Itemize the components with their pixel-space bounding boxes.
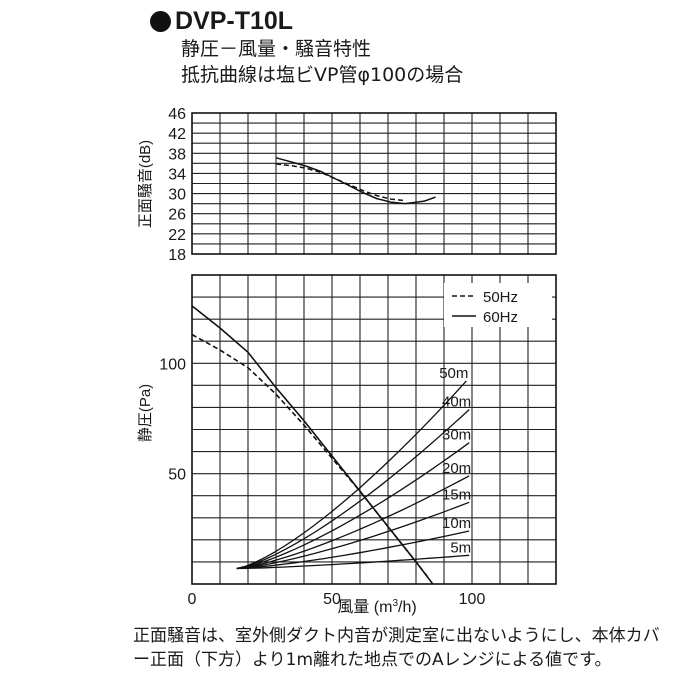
resistance-label-5m: 5m [450, 539, 471, 556]
legend-label: 50Hz [483, 289, 518, 306]
resistance-curve-20m [236, 475, 470, 570]
resistance-label-20m: 20m [442, 460, 471, 477]
resistance-curve-30m [236, 442, 470, 570]
resistance-curve-50m [236, 380, 467, 570]
pressure-frame [191, 274, 557, 585]
pressure-panel: 50 100 0 50 100 50m 40m 30m 20m 15m 10m 5m 50Hz 60Hz [159, 274, 557, 608]
noise-line-50Hz [275, 163, 405, 202]
model-title: DVP-T10L [150, 6, 463, 36]
noise-frame [191, 112, 557, 255]
noise-line-60Hz [275, 157, 436, 205]
pressure-tick-label: 50 [168, 467, 186, 484]
resistance-curve-40m [236, 409, 470, 570]
noise-tick-label: 34 [168, 166, 186, 183]
airflow-tick-label: 100 [459, 591, 486, 608]
noise-tick-label: 38 [168, 146, 186, 163]
noise-tick-label: 42 [168, 126, 186, 143]
subtitle-resistance: 抵抗曲線は塩ビVP管φ100の場合 [181, 64, 464, 86]
pressure-axis-label: 静圧(Pa) [137, 384, 154, 442]
resistance-label-15m: 15m [442, 486, 471, 503]
subtitle-characteristics: 静圧－風量・騒音特性 [181, 38, 372, 60]
chart-header: DVP-T10L 静圧－風量・騒音特性 抵抗曲線は塩ビVP管φ100の場合 [150, 6, 463, 88]
resistance-curve-5m [236, 554, 470, 570]
resistance-label-50m: 50m [439, 365, 468, 382]
pq-line-60Hz [191, 305, 434, 585]
footnote: 正面騒音は、室外側ダクト内音が測定室に出ないようにし、本体カバー正面（下方）より… [133, 626, 660, 670]
resistance-label-40m: 40m [442, 394, 471, 411]
noise-tick-label: 26 [168, 207, 186, 224]
noise-tick-label: 46 [168, 106, 186, 123]
legend-box [444, 283, 552, 327]
resistance-label-10m: 10m [442, 515, 471, 532]
noise-tick-label: 22 [168, 227, 186, 244]
airflow-tick-label: 50 [323, 591, 341, 608]
resistance-curve-15m [236, 501, 470, 570]
resistance-label-30m: 30m [442, 427, 471, 444]
airflow-axis-label: 風量 (m3/h) [337, 598, 416, 616]
airflow-tick-label: 0 [188, 591, 197, 608]
model-name: DVP-T10L [175, 7, 294, 35]
legend-label: 60Hz [483, 309, 518, 326]
noise-tick-label: 18 [168, 247, 186, 264]
resistance-curve-10m [236, 530, 470, 570]
noise-panel: 18 22 26 30 34 38 42 46 [168, 106, 557, 264]
noise-tick-label: 30 [168, 187, 186, 204]
noise-axis-label: 正面騒音(dB) [137, 140, 154, 228]
bullet-icon [150, 10, 171, 32]
pressure-tick-label: 100 [159, 356, 186, 373]
